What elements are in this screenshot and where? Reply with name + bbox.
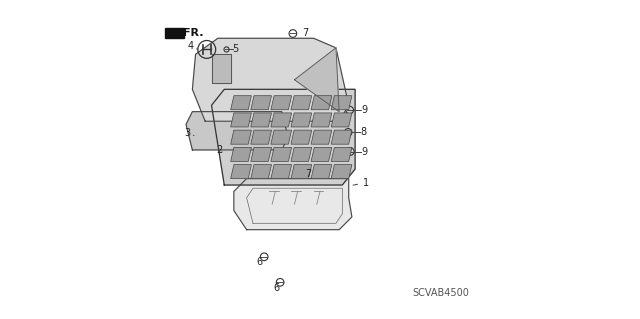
Polygon shape (311, 130, 332, 144)
Polygon shape (251, 165, 271, 179)
Polygon shape (291, 165, 312, 179)
Text: 9: 9 (362, 146, 368, 157)
FancyArrowPatch shape (172, 30, 182, 36)
Polygon shape (311, 165, 332, 179)
Text: 8: 8 (360, 127, 366, 137)
Text: 1: 1 (353, 178, 369, 188)
Polygon shape (271, 147, 292, 161)
Polygon shape (186, 112, 288, 150)
Polygon shape (251, 130, 271, 144)
Polygon shape (271, 113, 292, 127)
Polygon shape (251, 96, 271, 110)
Polygon shape (331, 130, 352, 144)
Text: SCVAB4500: SCVAB4500 (413, 288, 470, 299)
Text: 4: 4 (188, 41, 198, 51)
Polygon shape (251, 113, 271, 127)
Polygon shape (234, 179, 352, 230)
Polygon shape (311, 147, 332, 161)
Polygon shape (291, 130, 312, 144)
Text: 5: 5 (232, 44, 239, 55)
Polygon shape (193, 38, 349, 121)
Text: 2: 2 (216, 145, 223, 155)
Polygon shape (311, 113, 332, 127)
Polygon shape (230, 130, 252, 144)
Text: 7: 7 (303, 28, 308, 39)
Polygon shape (271, 96, 292, 110)
Polygon shape (271, 165, 292, 179)
Polygon shape (331, 147, 352, 161)
Text: 7: 7 (305, 169, 311, 179)
Polygon shape (331, 165, 352, 179)
Polygon shape (251, 147, 271, 161)
Polygon shape (230, 96, 252, 110)
Text: 3: 3 (184, 128, 194, 137)
Text: 6: 6 (257, 256, 262, 267)
Polygon shape (331, 96, 352, 110)
Polygon shape (271, 130, 292, 144)
Polygon shape (165, 28, 184, 38)
Text: 6: 6 (274, 283, 280, 293)
Polygon shape (230, 147, 252, 161)
Polygon shape (230, 113, 252, 127)
Polygon shape (294, 48, 339, 112)
Text: 9: 9 (361, 105, 367, 115)
Polygon shape (291, 96, 312, 110)
Polygon shape (291, 147, 312, 161)
Polygon shape (311, 96, 332, 110)
Polygon shape (212, 54, 230, 83)
Polygon shape (331, 113, 352, 127)
Polygon shape (230, 165, 252, 179)
Polygon shape (212, 89, 355, 185)
Polygon shape (291, 113, 312, 127)
Text: FR.: FR. (184, 28, 204, 39)
